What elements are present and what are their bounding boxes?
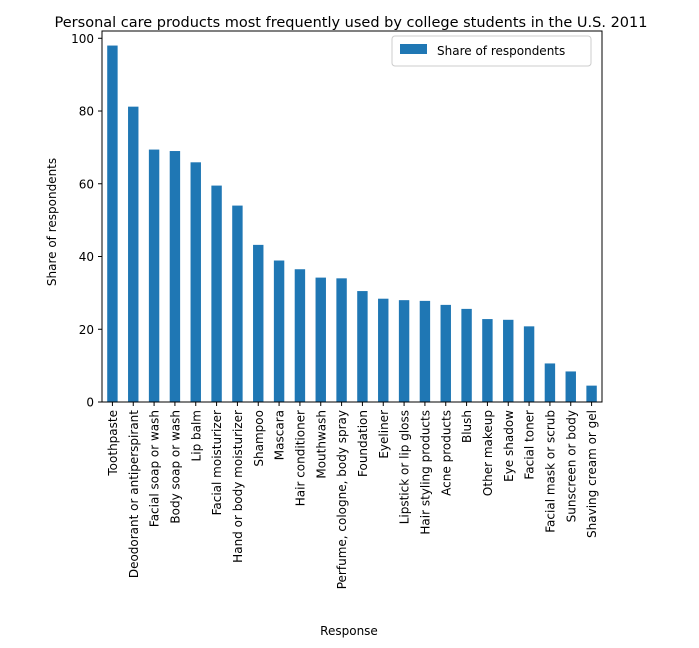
- bar: [273, 260, 285, 402]
- x-tick-label: Toothpaste: [106, 410, 120, 477]
- bar: [565, 371, 576, 402]
- chart-title: Personal care products most frequently u…: [55, 15, 648, 31]
- legend-frame: [391, 35, 592, 67]
- x-tick-label: Eye shadow: [502, 410, 516, 482]
- x-tick-label: Shampoo: [252, 410, 266, 467]
- y-tick-label: 60: [79, 177, 94, 191]
- bar: [253, 244, 264, 402]
- x-tick-label: Deodorant or antiperspirant: [127, 410, 141, 578]
- bar: [190, 162, 201, 402]
- x-tick-label: Body soap or wash: [168, 410, 182, 524]
- bar: [211, 185, 222, 402]
- x-tick-label: Hair conditioner: [293, 410, 307, 506]
- x-tick-label: Hair styling products: [418, 410, 432, 535]
- y-tick-label: 80: [79, 105, 94, 119]
- axes-frame: [101, 30, 603, 403]
- y-tick-label: 0: [86, 396, 94, 410]
- x-tick-label: Lip balm: [189, 410, 203, 461]
- bar: [461, 308, 472, 402]
- legend-label: Share of respondents: [437, 44, 565, 58]
- bar: [503, 319, 514, 402]
- x-tick-label: Mouthwash: [314, 410, 328, 479]
- bar: [336, 278, 347, 402]
- bar: [523, 326, 535, 402]
- plot-area: 0 20 40 60 80 100 Toothpaste Deodorant or antip…: [71, 30, 603, 589]
- legend-swatch: [400, 44, 427, 54]
- x-tick-label: Foundation: [356, 410, 370, 477]
- x-tick-label: Hand or body moisturizer: [231, 410, 245, 563]
- x-tick-label: Facial toner: [523, 410, 537, 480]
- bar: [169, 151, 181, 402]
- x-tick-label: Eyeliner: [377, 410, 391, 459]
- x-tick-label: Lipstick or lip gloss: [398, 410, 412, 524]
- bar: [482, 319, 493, 402]
- x-tick-label: Other makeup: [481, 410, 495, 496]
- x-tick-label: Mascara: [273, 410, 287, 460]
- bar: [419, 300, 431, 402]
- bar: [357, 291, 368, 402]
- x-tick-label: Sunscreen or body: [564, 410, 578, 522]
- bar: [440, 304, 451, 402]
- x-tick-label: Perfume, cologne, body spray: [335, 410, 349, 589]
- bar: [544, 363, 556, 402]
- bar: [586, 385, 597, 402]
- bar: [128, 106, 139, 402]
- x-tick-label: Blush: [460, 410, 474, 443]
- y-tick-label: 20: [79, 323, 94, 337]
- bar: [398, 300, 410, 402]
- y-tick-label: 100: [71, 32, 94, 46]
- bar: [294, 269, 306, 402]
- bar: [315, 277, 326, 402]
- y-axis-label: Share of respondents: [45, 158, 59, 286]
- legend: Share of respondents: [391, 35, 592, 67]
- x-tick-label: Facial moisturizer: [210, 410, 224, 515]
- bar: [378, 298, 389, 402]
- x-tick-label: Facial soap or wash: [148, 410, 162, 527]
- x-axis-label: Response: [320, 624, 378, 638]
- y-tick-label: 40: [79, 250, 94, 264]
- bar: [232, 205, 243, 402]
- x-tick-label: Acne products: [439, 410, 453, 496]
- x-tick-label: Facial mask or scrub: [543, 410, 557, 533]
- bar: [107, 45, 118, 403]
- x-tick-label: Shaving cream or gel: [585, 410, 599, 538]
- bar: [148, 149, 160, 402]
